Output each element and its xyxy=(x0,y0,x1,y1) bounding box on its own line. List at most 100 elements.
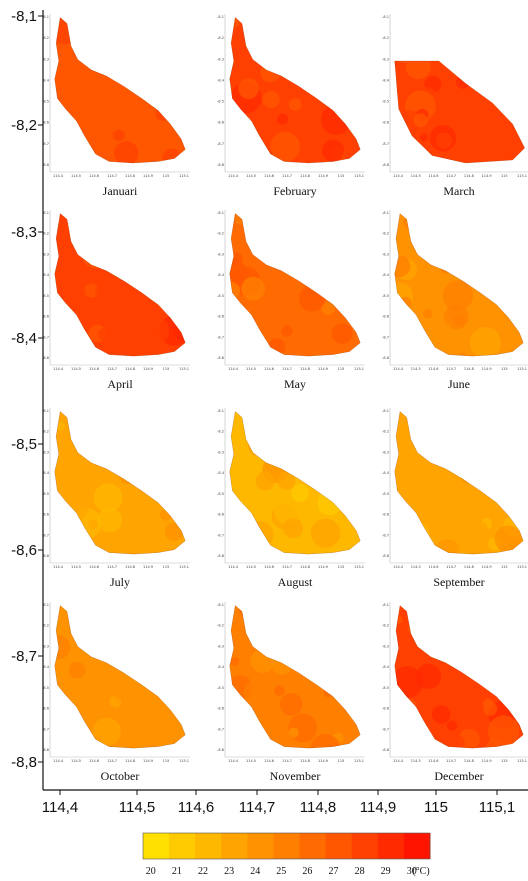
mini-x-label: 114.6 xyxy=(428,174,438,178)
mini-y-label: -8.1 xyxy=(42,15,49,19)
mini-x-label: 115.1 xyxy=(179,174,189,178)
mini-x-label: 114.8 xyxy=(300,174,310,178)
map-patch xyxy=(183,637,186,647)
x-tick-label: 114,9 xyxy=(360,799,396,816)
map-panel: -8.1 -8.2 -8.3 -8.4 -8.5 -8.6 -8.7 -8.8 114.4 114… xyxy=(382,602,528,783)
map-outline xyxy=(394,60,525,164)
colorbar-swatch xyxy=(377,833,405,859)
map-patch xyxy=(471,547,486,555)
mini-x-label: 115 xyxy=(501,759,508,763)
mini-y-label: -8.5 xyxy=(382,492,389,496)
x-axis-ticks: 114,4 114,5 114,6 114,7 114,8 114,9 115 115,1 xyxy=(42,790,515,816)
mini-y-label: -8.4 xyxy=(42,78,50,82)
map-patch xyxy=(112,683,130,701)
mini-x-label: 114.5 xyxy=(411,367,421,371)
map-patch xyxy=(60,332,79,350)
map-patch xyxy=(332,473,351,491)
map-patch xyxy=(448,657,465,674)
mini-x-label: 114.4 xyxy=(53,759,64,763)
map-patch xyxy=(442,280,473,311)
map-patch xyxy=(420,238,448,266)
map-patch xyxy=(454,17,486,49)
map-patch xyxy=(455,17,464,26)
map-outline xyxy=(54,411,186,555)
mini-x-label: 114.6 xyxy=(428,759,438,763)
mini-x-label: 114.4 xyxy=(228,565,239,569)
mini-y-label: -8.7 xyxy=(217,727,224,731)
map-patch xyxy=(322,139,345,162)
map-patch xyxy=(163,440,172,450)
mini-x-label: 114.6 xyxy=(89,174,99,178)
mini-y-label: -8.2 xyxy=(42,624,49,628)
mini-y-label: -8.6 xyxy=(382,121,389,125)
map-patch xyxy=(303,420,324,442)
mini-y-label: -8.7 xyxy=(217,142,224,146)
map-patch xyxy=(165,24,186,50)
x-tick-label: 115 xyxy=(424,799,448,816)
mini-y-label: -8.1 xyxy=(42,603,49,607)
mini-x-label: 115 xyxy=(163,367,170,371)
month-label: July xyxy=(110,575,130,589)
map-panel: -8.1 -8.2 -8.3 -8.4 -8.5 -8.6 -8.7 -8.8 114.4 114… xyxy=(382,210,528,391)
mini-y-label: -8.2 xyxy=(42,36,49,40)
mini-y-label: -8.5 xyxy=(217,294,224,298)
mini-y-label: -8.2 xyxy=(382,232,389,236)
map-patch xyxy=(350,40,361,56)
map-patch xyxy=(329,417,341,429)
mini-y-label: -8.5 xyxy=(217,686,224,690)
map-patch xyxy=(66,316,76,326)
mini-x-label: 114.9 xyxy=(143,759,153,763)
map-panels: -8.1 -8.2 -8.3 -8.4 -8.5 -8.6 -8.7 -8.8 114.4 114… xyxy=(42,14,528,783)
map-patch xyxy=(394,156,404,163)
map-patch xyxy=(55,327,87,357)
colorbar-tick-label: 29 xyxy=(381,866,391,877)
map-patch xyxy=(394,326,416,354)
map-patch xyxy=(453,314,465,326)
map-patch xyxy=(394,81,406,94)
map-patch xyxy=(268,338,286,356)
mini-x-label: 114.7 xyxy=(282,174,292,178)
mini-x-label: 114.5 xyxy=(246,565,256,569)
map-patch xyxy=(465,61,494,67)
map-patch xyxy=(84,548,100,555)
mini-x-label: 115.1 xyxy=(179,759,189,763)
map-patch xyxy=(512,744,524,749)
mini-y-label: -8.7 xyxy=(382,727,389,731)
x-tick-label: 114,7 xyxy=(239,799,275,816)
map-patch xyxy=(123,278,147,302)
map-patch xyxy=(131,665,142,677)
map-patch xyxy=(230,657,240,666)
mini-y-label: -8.4 xyxy=(382,78,390,82)
map-patch xyxy=(476,522,488,534)
map-patch xyxy=(508,687,524,710)
map-patch xyxy=(116,643,134,661)
map-patch xyxy=(425,719,438,732)
mini-y-label: -8.3 xyxy=(382,450,389,454)
mini-y-label: -8.5 xyxy=(217,100,224,104)
map-patch xyxy=(134,646,149,660)
mini-x-label: 114.9 xyxy=(482,174,492,178)
mini-x-label: 114.9 xyxy=(482,759,492,763)
map-patch xyxy=(229,17,243,29)
map-patch xyxy=(440,262,452,274)
month-label: October xyxy=(101,769,140,783)
mini-y-label: -8.1 xyxy=(217,211,224,215)
mini-x-label: 114.4 xyxy=(393,565,404,569)
mini-y-label: -8.2 xyxy=(382,36,389,40)
colorbar-swatch xyxy=(221,833,248,859)
month-label: September xyxy=(433,575,484,589)
map-patch xyxy=(310,518,341,548)
mini-y-label: -8.7 xyxy=(382,533,389,537)
map-patch xyxy=(54,17,81,45)
mini-x-label: 114.6 xyxy=(428,367,438,371)
x-tick-label: 114,8 xyxy=(300,799,336,816)
map-patch xyxy=(277,471,296,490)
map-patch xyxy=(97,327,112,342)
map-patch xyxy=(242,213,273,229)
mini-y-label: -8.8 xyxy=(382,163,389,167)
map-patch xyxy=(279,693,303,716)
mini-y-label: -8.8 xyxy=(217,748,224,752)
map-patch xyxy=(270,131,300,162)
mini-y-label: -8.1 xyxy=(217,409,224,413)
map-patch xyxy=(405,61,431,80)
